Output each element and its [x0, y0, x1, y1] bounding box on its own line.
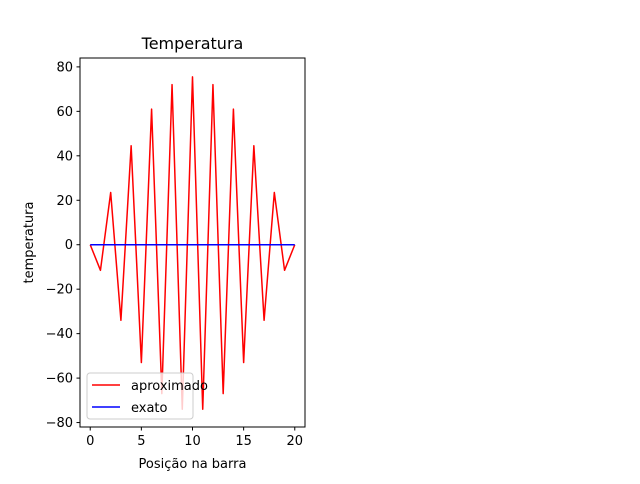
- y-tick-label: −80: [46, 416, 73, 431]
- x-tick-label: 10: [184, 434, 201, 449]
- legend-label-aproximado: aproximado: [131, 379, 208, 394]
- y-tick-label: −20: [46, 283, 73, 298]
- y-tick-label: 80: [56, 60, 73, 75]
- y-axis-label: temperatura: [22, 202, 37, 284]
- y-tick-label: 60: [56, 105, 73, 120]
- series-line-aproximado: [89, 76, 296, 410]
- x-tick-label: 0: [86, 434, 94, 449]
- x-tick-label: 20: [286, 434, 303, 449]
- y-tick-label: 40: [56, 149, 73, 164]
- plot-area-frame: [79, 57, 306, 428]
- legend: aproximado exato: [86, 372, 208, 420]
- x-tick-label: 5: [137, 434, 145, 449]
- y-axis-ticks: −80 −60 −40 −20 0 20 40 60 80: [46, 60, 80, 431]
- x-axis-ticks: 0 5 10 15 20: [86, 427, 303, 449]
- x-axis-label: Posição na barra: [139, 457, 247, 472]
- y-tick-label: 0: [65, 238, 73, 253]
- chart-title: Temperatura: [141, 34, 244, 53]
- x-tick-label: 15: [235, 434, 252, 449]
- y-tick-label: 20: [56, 194, 73, 209]
- y-tick-label: −60: [46, 372, 73, 387]
- y-tick-label: −40: [46, 327, 73, 342]
- legend-label-exato: exato: [131, 401, 168, 416]
- plot-area-background: [80, 58, 305, 427]
- series-lines: [89, 76, 296, 410]
